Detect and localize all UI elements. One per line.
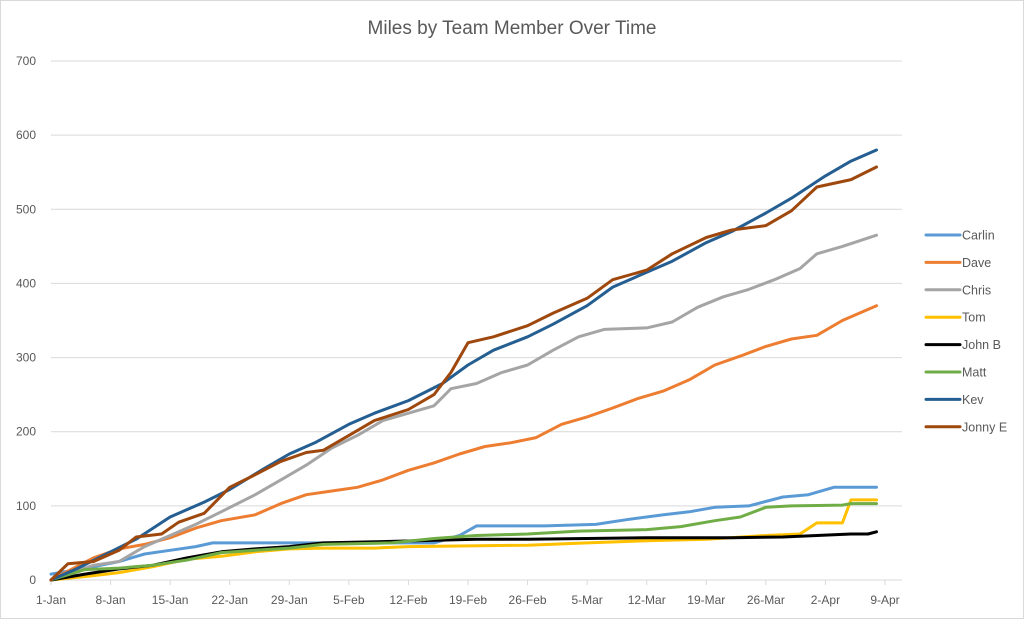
legend-label: Matt <box>962 366 987 380</box>
y-tick-label: 100 <box>16 499 36 513</box>
x-tick-label: 19-Feb <box>449 593 487 607</box>
series-line-dave <box>49 304 878 582</box>
x-tick-label: 2-Apr <box>811 593 840 607</box>
x-tick-label: 9-Apr <box>870 593 899 607</box>
legend-item: Dave <box>924 256 991 270</box>
y-tick-label: 0 <box>29 573 36 587</box>
legend-item: Jonny E <box>924 420 1007 434</box>
series-line-jonny-e <box>49 165 878 582</box>
legend-label: Kev <box>962 393 984 407</box>
x-tick-label: 26-Feb <box>509 593 547 607</box>
x-tick-label: 19-Mar <box>687 593 725 607</box>
y-tick-label: 600 <box>16 128 36 142</box>
y-tick-label: 700 <box>16 54 36 68</box>
series-line-john-b <box>49 530 878 582</box>
legend-label: Dave <box>962 256 991 270</box>
series-line-carlin <box>49 485 878 576</box>
y-tick-label: 300 <box>16 351 36 365</box>
x-tick-label: 15-Jan <box>152 593 189 607</box>
series-lines <box>49 148 878 582</box>
x-tick-label: 26-Mar <box>747 593 785 607</box>
legend-label: Tom <box>962 311 986 325</box>
legend-label: John B <box>962 338 1001 352</box>
x-tick-label: 12-Mar <box>628 593 666 607</box>
legend-item: Kev <box>924 393 984 407</box>
x-tick-label: 1-Jan <box>36 593 66 607</box>
legend-item: Matt <box>924 366 987 380</box>
y-axis: 0 100 200 300 400 500 600 700 <box>16 54 36 587</box>
x-axis: 1-Jan 8-Jan 15-Jan 22-Jan 29-Jan 5-Feb 12-Feb 1… <box>36 580 900 607</box>
legend-item: John B <box>924 338 1001 352</box>
legend-label: Jonny E <box>962 420 1007 434</box>
series-line-kev <box>49 148 878 582</box>
y-tick-label: 200 <box>16 425 36 439</box>
legend-item: Carlin <box>924 229 995 243</box>
x-tick-label: 22-Jan <box>211 593 248 607</box>
series-line-matt <box>49 502 878 582</box>
x-tick-label: 12-Feb <box>389 593 427 607</box>
gridlines <box>51 60 902 581</box>
x-tick-label: 8-Jan <box>96 593 126 607</box>
series-line-chris <box>49 233 878 582</box>
x-tick-label: 29-Jan <box>271 593 308 607</box>
legend-item: Chris <box>924 283 991 297</box>
legend-item: Tom <box>924 311 986 325</box>
legend: Carlin Dave Chris Tom John B Matt Kev Jonny E <box>924 229 1007 434</box>
y-tick-label: 400 <box>16 276 36 290</box>
x-tick-label: 5-Feb <box>333 593 365 607</box>
chart-title: Miles by Team Member Over Time <box>368 18 657 39</box>
x-tick-label: 5-Mar <box>571 593 602 607</box>
legend-label: Chris <box>962 283 991 297</box>
legend-label: Carlin <box>962 229 995 243</box>
y-tick-label: 500 <box>16 202 36 216</box>
